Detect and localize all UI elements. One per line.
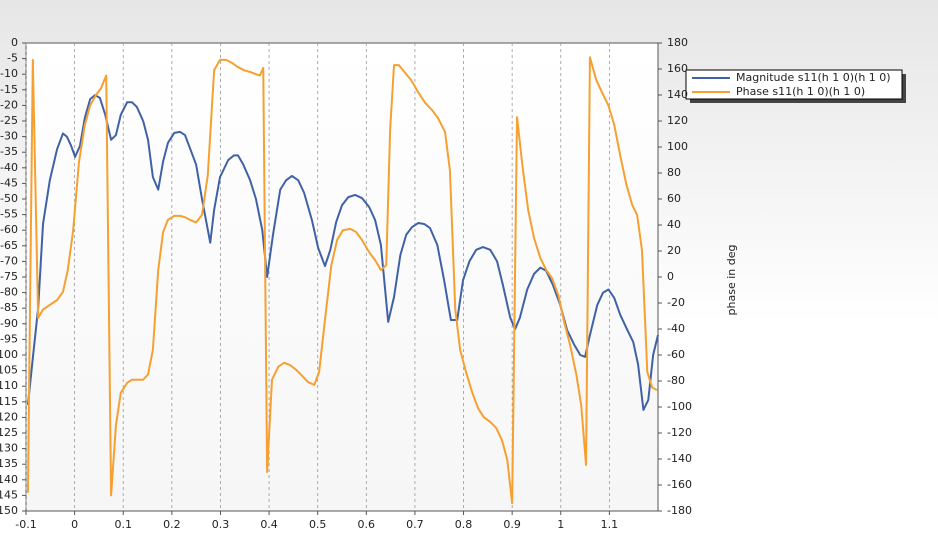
y-tick-label: -125 (0, 426, 18, 439)
y-tick-label: -90 (0, 317, 18, 330)
series-line (26, 94, 659, 411)
y-tick-label: -150 (0, 504, 18, 517)
plot-area (25, 42, 659, 512)
y2-axis-label: phase in deg (725, 245, 738, 316)
y-tick-label: -130 (0, 442, 18, 455)
y-tick-label: -40 (0, 161, 18, 174)
y-tick-label: 0 (11, 36, 18, 49)
y-tick-label: -25 (0, 114, 18, 127)
y-tick-label: -20 (0, 98, 18, 111)
x-tick-label: 0.2 (163, 518, 181, 531)
y-tick-label: -60 (0, 223, 18, 236)
y-tick-label: -45 (0, 176, 18, 189)
legend: Magnitude s11(h 1 0)(h 1 0)Phase s11(h 1… (685, 69, 906, 103)
y-tick-label: -140 (0, 473, 18, 486)
y-tick-label: -120 (0, 410, 18, 423)
y2-tick-label: -100 (667, 400, 692, 413)
x-tick-label: 1 (557, 518, 564, 531)
y-tick-label: -5 (7, 52, 18, 65)
y-tick-label: -100 (0, 348, 18, 361)
y-tick-label: -80 (0, 286, 18, 299)
y2-tick-label: 0 (667, 270, 674, 283)
x-tick-label: 0.7 (406, 518, 424, 531)
y-tick-label: -65 (0, 239, 18, 252)
y-tick-label: -135 (0, 457, 18, 470)
y2-tick-label: 120 (667, 114, 688, 127)
y2-tick-label: -120 (667, 426, 692, 439)
y2-tick-label: -180 (667, 504, 692, 517)
y-tick-label: -35 (0, 145, 18, 158)
y-tick-label: -50 (0, 192, 18, 205)
y2-tick-label: 20 (667, 244, 681, 257)
y2-tick-label: -140 (667, 452, 692, 465)
x-tick-label: 1.1 (601, 518, 619, 531)
y-tick-label: -95 (0, 332, 18, 345)
y-tick-label: -15 (0, 83, 18, 96)
x-tick-label: 0.3 (212, 518, 230, 531)
y2-tick-label: 40 (667, 218, 681, 231)
x-tick-label: 0.4 (260, 518, 278, 531)
y2-tick-label: 60 (667, 192, 681, 205)
y2-tick-label: 160 (667, 62, 688, 75)
y-tick-label: -30 (0, 130, 18, 143)
y2-tick-label: 180 (667, 36, 688, 49)
x-tick-label: 0 (71, 518, 78, 531)
x-tick-label: 0.9 (503, 518, 521, 531)
y-tick-label: -115 (0, 395, 18, 408)
y2-tick-label: -160 (667, 478, 692, 491)
x-tick-label: 0.8 (455, 518, 473, 531)
y2-tick-label: -60 (667, 348, 685, 361)
y-tick-label: -110 (0, 379, 18, 392)
x-tick-label: 0.5 (309, 518, 327, 531)
y-tick-label: -145 (0, 488, 18, 501)
y2-tick-label: 100 (667, 140, 688, 153)
legend-label: Phase s11(h 1 0)(h 1 0) (736, 85, 865, 98)
x-tick-label: -0.1 (15, 518, 36, 531)
x-tick-label: 0.1 (114, 518, 132, 531)
y-tick-label: -55 (0, 208, 18, 221)
x-tick-label: 0.6 (358, 518, 376, 531)
y2-tick-label: 80 (667, 166, 681, 179)
legend-label: Magnitude s11(h 1 0)(h 1 0) (736, 71, 891, 84)
y-tick-label: -70 (0, 254, 18, 267)
y-tick-label: -10 (0, 67, 18, 80)
y2-tick-label: -20 (667, 296, 685, 309)
legend-box (685, 69, 903, 100)
y2-tick-label: 140 (667, 88, 688, 101)
y-tick-label: -105 (0, 364, 18, 377)
series-line (26, 56, 658, 505)
y-tick-label: -85 (0, 301, 18, 314)
y2-tick-label: -80 (667, 374, 685, 387)
y2-tick-label: -40 (667, 322, 685, 335)
y-tick-label: -75 (0, 270, 18, 283)
